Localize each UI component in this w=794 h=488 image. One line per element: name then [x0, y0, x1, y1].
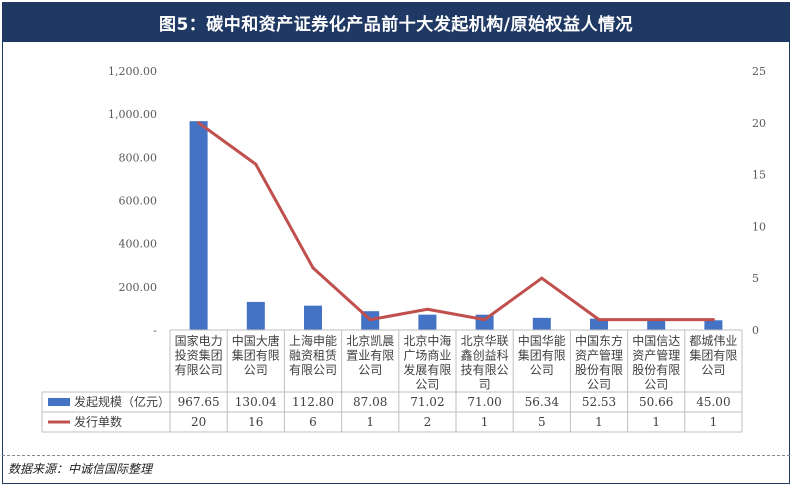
- x-category-label: 中国大唐: [232, 333, 280, 348]
- line-point: [368, 318, 372, 322]
- data-label-line: 1: [481, 415, 489, 429]
- line-point: [483, 318, 487, 322]
- x-category-label: 国家电力: [175, 333, 223, 348]
- data-label-bar: 50.66: [639, 395, 673, 409]
- x-category-label: 公司: [358, 363, 382, 377]
- y-right-tick-label: 20: [752, 117, 766, 130]
- data-label-bar: 130.04: [235, 395, 277, 409]
- y-right-tick-label: 0: [752, 324, 759, 337]
- x-category-label: 北京凯晨: [346, 334, 394, 348]
- data-label-line: 1: [366, 415, 374, 429]
- line-point: [311, 266, 315, 270]
- y-left-tick-label: 800.00: [119, 151, 158, 164]
- data-label-bar: 71.02: [410, 395, 444, 409]
- x-category-label: 中国东方: [575, 333, 623, 348]
- bar: [304, 305, 322, 330]
- divider: [2, 455, 790, 456]
- figure-title: 图5：碳中和资产证券化产品前十大发起机构/原始权益人情况: [2, 2, 790, 42]
- x-category-label: 资产管理: [575, 348, 623, 363]
- data-label-bar: 967.65: [178, 395, 220, 409]
- data-label-line: 1: [710, 415, 718, 429]
- x-category-label: 股份有限: [575, 363, 623, 377]
- data-label-bar: 71.00: [467, 395, 501, 409]
- y-right-tick-label: 10: [752, 220, 766, 233]
- data-label-bar: 45.00: [696, 395, 730, 409]
- y-right-tick-label: 5: [752, 272, 759, 285]
- data-label-bar: 52.53: [582, 395, 616, 409]
- line-point: [254, 162, 258, 166]
- x-category-label: 司: [479, 378, 491, 392]
- bar: [418, 314, 437, 330]
- x-category-label: 鑫创益科: [461, 348, 509, 363]
- data-label-bar: 87.08: [353, 395, 387, 409]
- line-point: [597, 318, 601, 322]
- x-category-label: 中国信达: [632, 333, 680, 348]
- data-label-line: 1: [595, 415, 603, 429]
- data-label-line: 1: [652, 415, 660, 429]
- legend-bar-label: 发起规模（亿元）: [74, 394, 170, 409]
- y-left-tick-label: -: [153, 324, 157, 337]
- x-category-label: 都城伟业: [689, 334, 737, 348]
- x-category-label: 公司: [587, 378, 611, 392]
- y-left-tick-label: 400.00: [119, 238, 158, 251]
- y-right-tick-label: 25: [752, 65, 766, 78]
- x-category-label: 北京华联: [461, 334, 509, 348]
- x-category-label: 融资租赁: [289, 349, 337, 363]
- bar: [532, 317, 551, 330]
- data-label-line: 16: [248, 415, 263, 429]
- x-category-label: 技有限公: [461, 363, 509, 377]
- bar: [246, 301, 265, 330]
- line-point: [711, 318, 715, 322]
- legend-line-label: 发行单数: [74, 414, 122, 429]
- y-left-tick-label: 1,000.00: [108, 108, 157, 121]
- line-point: [425, 307, 429, 311]
- x-category-label: 公司: [244, 363, 268, 377]
- data-label-bar: 56.34: [525, 395, 560, 409]
- x-category-label: 公司: [530, 363, 554, 377]
- x-category-label: 资产管理: [632, 348, 680, 363]
- x-category-label: 广场商业: [403, 348, 451, 363]
- data-label-line: 5: [538, 415, 546, 429]
- bar: [647, 319, 666, 330]
- line-point: [197, 121, 201, 125]
- source-note: 数据来源：中诚信国际整理: [8, 462, 153, 476]
- x-category-label: 集团有限: [689, 348, 737, 363]
- y-left-tick-label: 1,200.00: [108, 65, 157, 78]
- x-category-label: 发展有限: [403, 362, 451, 377]
- x-category-label: 上海申能: [289, 333, 337, 348]
- data-label-line: 20: [191, 415, 206, 429]
- bar: [475, 314, 494, 330]
- x-category-label: 公司: [701, 363, 725, 377]
- bar: [189, 121, 208, 331]
- line-series-path: [197, 121, 714, 322]
- data-label-line: 2: [424, 415, 432, 429]
- x-category-label: 有限公司: [289, 363, 337, 377]
- x-category-label: 公司: [415, 378, 439, 392]
- x-category-label: 有限公司: [175, 363, 223, 377]
- data-label-bar: 112.80: [292, 395, 334, 409]
- x-category-label: 集团有限: [232, 348, 280, 363]
- x-category-label: 股份有限: [632, 363, 680, 377]
- x-category-label: 中国华能: [518, 333, 566, 348]
- x-category-label: 公司: [644, 378, 668, 392]
- data-label-line: 6: [309, 415, 317, 429]
- line-point: [654, 318, 658, 322]
- y-left-tick-label: 600.00: [119, 195, 158, 208]
- x-category-label: 北京中海: [403, 333, 451, 348]
- line-point: [540, 276, 544, 280]
- bar: [590, 318, 608, 330]
- x-category-label: 置业有限: [346, 349, 394, 363]
- y-left-tick-label: 200.00: [119, 281, 158, 294]
- x-category-label: 投资集团: [175, 348, 223, 363]
- bar: [704, 320, 723, 330]
- x-category-label: 集团有限: [518, 348, 566, 363]
- y-right-tick-label: 15: [752, 169, 766, 182]
- legend-bar-swatch: [48, 398, 70, 406]
